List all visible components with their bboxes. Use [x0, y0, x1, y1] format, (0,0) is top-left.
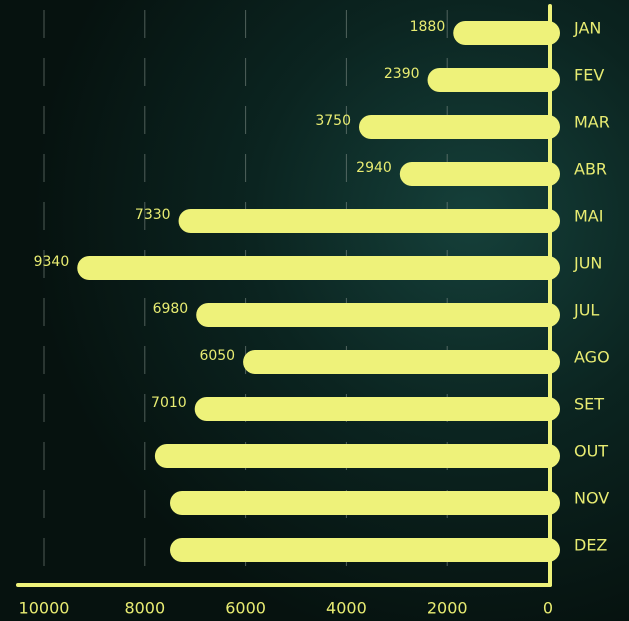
x-tick-label: 4000	[326, 599, 367, 618]
bar	[359, 115, 560, 139]
y-tick-label: AGO	[574, 348, 610, 367]
x-tick-label: 2000	[427, 599, 468, 618]
y-tick-label: JUN	[573, 254, 602, 273]
y-tick-label: ABR	[574, 160, 607, 179]
value-label: 7330	[135, 207, 171, 223]
x-tick-label: 8000	[124, 599, 165, 618]
value-label: 9340	[34, 254, 70, 270]
bar	[194, 397, 561, 421]
bar	[196, 303, 560, 327]
y-tick-label: NOV	[574, 489, 609, 508]
x-tick-label: 6000	[225, 599, 266, 618]
x-tick-label: 10000	[19, 599, 70, 618]
bar	[427, 68, 560, 92]
value-label: 3750	[315, 113, 351, 129]
y-tick-label: OUT	[574, 442, 608, 461]
y-tick-label: MAI	[574, 207, 603, 226]
bar	[243, 350, 560, 374]
value-label: 2940	[356, 160, 392, 176]
y-tick-label: SET	[574, 395, 604, 414]
bar	[453, 21, 560, 45]
value-label: 2390	[384, 66, 420, 82]
bar	[154, 444, 560, 468]
bar	[170, 538, 560, 562]
y-tick-label: MAR	[574, 113, 610, 132]
value-label: 6050	[199, 348, 235, 364]
value-label: 6980	[153, 301, 189, 317]
y-tick-label: FEV	[574, 66, 604, 85]
bar	[399, 162, 560, 186]
value-label: 1880	[410, 19, 446, 35]
bar	[77, 256, 560, 280]
bar	[170, 491, 560, 515]
y-tick-label: DEZ	[574, 536, 607, 555]
value-label: 7010	[151, 395, 187, 411]
bar	[178, 209, 560, 233]
y-tick-label: JAN	[573, 19, 601, 38]
x-tick-label: 0	[543, 599, 553, 618]
y-tick-label: JUL	[573, 301, 599, 320]
